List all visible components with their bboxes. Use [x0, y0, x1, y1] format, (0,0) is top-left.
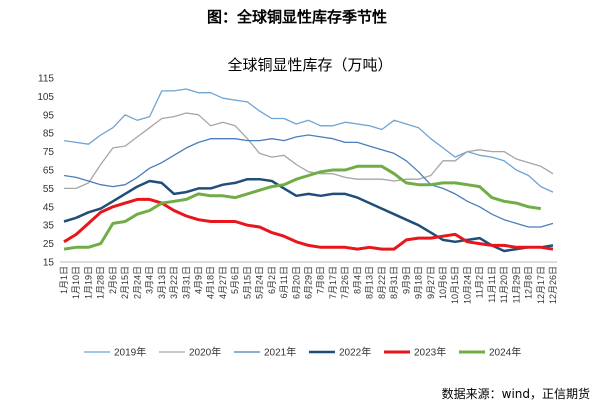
x-tick-label: 7月17日	[328, 266, 338, 299]
y-tick-label: 45	[43, 202, 55, 213]
x-tick-label: 9月27日	[426, 266, 436, 299]
y-tick-label: 75	[43, 147, 55, 158]
x-tick-label: 8月31日	[389, 266, 399, 299]
chart-title: 全球铜显性库存（万吨）	[227, 56, 392, 74]
y-tick-label: 55	[43, 184, 55, 195]
x-tick-label: 6月20日	[291, 266, 301, 299]
x-tick-label: 6月2日	[267, 266, 277, 294]
x-tick-label: 3月22日	[169, 266, 179, 299]
x-tick-label: 7月8日	[316, 266, 326, 294]
x-tick-label: 3月4日	[145, 266, 155, 294]
x-tick-label: 11月20日	[499, 266, 509, 303]
x-tick-label: 8月22日	[377, 266, 387, 299]
x-tick-label: 1月28日	[96, 266, 106, 299]
y-tick-label: 15	[43, 258, 55, 269]
x-tick-label: 10月6日	[438, 266, 448, 299]
y-tick-label: 105	[37, 92, 54, 103]
series-line	[64, 112, 554, 190]
legend-label: 2023年	[414, 346, 446, 359]
x-tick-label: 3月13日	[157, 266, 167, 299]
x-tick-label: 12月26日	[548, 266, 558, 304]
x-tick-label: 8月13日	[365, 266, 375, 299]
page-title: 图：全球铜显性库存季节性	[207, 8, 387, 26]
y-tick-label: 85	[43, 129, 55, 140]
series-line	[63, 134, 554, 228]
series-line	[63, 197, 554, 251]
x-tick-label: 9月18日	[414, 266, 424, 299]
x-tick-label: 12月17日	[536, 266, 546, 304]
x-tick-label: 11月2日	[475, 266, 485, 298]
series-line	[63, 88, 554, 193]
x-tick-label: 1月19日	[83, 266, 93, 299]
x-tick-label: 6月29日	[304, 266, 314, 299]
x-tick-label: 2月6日	[108, 266, 118, 294]
x-tick-label: 5月24日	[255, 266, 265, 299]
x-tick-label: 11月29日	[511, 266, 521, 303]
x-tick-label: 4月18日	[206, 266, 216, 299]
x-tick-label: 10月24日	[462, 266, 472, 304]
legend-label: 2019年	[114, 346, 146, 359]
series-line	[63, 164, 542, 251]
x-tick-label: 6月11日	[279, 266, 289, 298]
x-tick-label: 4月9日	[193, 266, 203, 294]
y-tick-label: 115	[38, 74, 54, 85]
legend-label: 2021年	[264, 346, 296, 359]
x-tick-label: 8月4日	[352, 266, 362, 294]
x-tick-label: 1月10日	[71, 266, 81, 299]
x-tick-label: 3月31日	[181, 266, 191, 299]
x-tick-label: 2月15日	[120, 266, 130, 299]
y-tick-label: 25	[43, 239, 55, 250]
x-tick-label: 11月11日	[487, 266, 497, 303]
legend-label: 2024年	[489, 346, 521, 359]
x-tick-label: 9月9日	[401, 266, 411, 294]
legend-label: 2022年	[339, 346, 371, 359]
x-tick-label: 10月15日	[450, 266, 460, 304]
source: 数据来源：wind，正信期货	[442, 386, 590, 401]
x-tick-label: 12月8日	[524, 266, 534, 299]
x-tick-label: 5月6日	[230, 266, 240, 294]
y-tick-label: 65	[43, 166, 55, 177]
y-tick-label: 95	[43, 110, 55, 121]
x-tick-label: 2月24日	[132, 266, 142, 299]
series-line	[63, 177, 554, 253]
x-tick-label: 1月1日	[59, 266, 69, 294]
x-tick-label: 7月26日	[340, 266, 350, 299]
legend-label: 2020年	[189, 346, 221, 359]
y-tick-label: 35	[43, 221, 55, 232]
x-tick-label: 5月15日	[242, 266, 252, 299]
x-tick-label: 4月27日	[218, 266, 228, 299]
